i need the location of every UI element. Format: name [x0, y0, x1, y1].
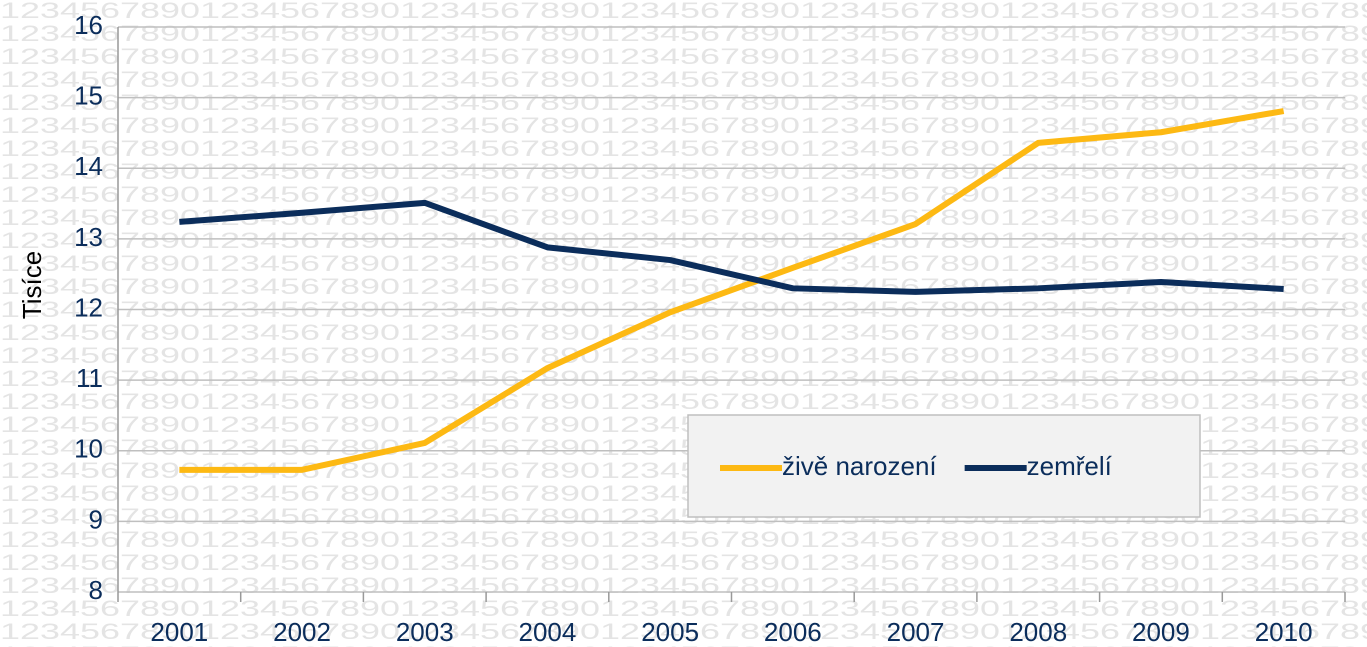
x-tick-label: 2005: [641, 617, 699, 647]
y-tick-label: 15: [74, 81, 103, 111]
x-tick-label: 2001: [150, 617, 208, 647]
x-tick-label: 2003: [396, 617, 454, 647]
legend-label: zemřelí: [1027, 451, 1113, 481]
legend-label: živě narození: [782, 451, 937, 481]
y-tick-label: 8: [89, 575, 103, 605]
y-tick-label: 11: [76, 363, 103, 393]
y-axis-label: Tisíce: [17, 251, 47, 319]
x-tick-label: 2007: [887, 617, 945, 647]
x-tick-label: 2009: [1132, 617, 1190, 647]
x-tick-label: 2010: [1255, 617, 1313, 647]
y-tick-label: 12: [74, 292, 103, 322]
series-line: [179, 199, 1284, 295]
y-tick-label: 14: [74, 151, 103, 181]
y-tick-label: 9: [89, 504, 103, 534]
x-tick-label: 2008: [1009, 617, 1067, 647]
y-tick-label: 16: [74, 10, 103, 40]
x-tick-label: 2004: [519, 617, 577, 647]
x-tick-label: 2006: [764, 617, 822, 647]
y-tick-label: 10: [74, 434, 103, 464]
series-line: [179, 108, 1285, 473]
y-tick-label: 13: [74, 222, 103, 252]
x-tick-label: 2002: [273, 617, 331, 647]
